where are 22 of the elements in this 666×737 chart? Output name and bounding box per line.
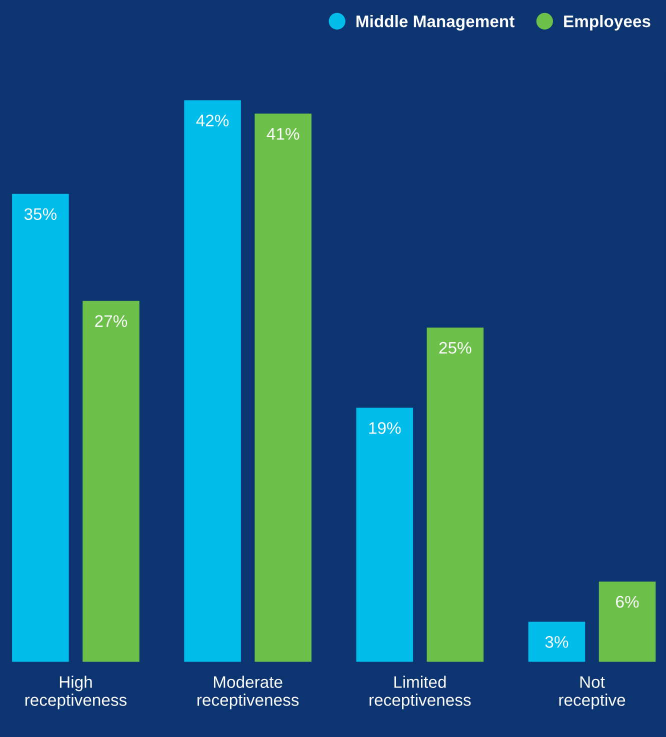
data-label: 25%	[439, 342, 472, 354]
bar	[254, 114, 312, 662]
x-tick-label: Not receptive	[559, 676, 626, 710]
x-tick-label: High receptiveness	[25, 676, 127, 710]
bar	[184, 100, 241, 662]
data-label: 35%	[24, 208, 57, 220]
data-label: 19%	[369, 422, 401, 434]
legend-label: Employees	[564, 15, 650, 31]
bar	[598, 582, 656, 662]
x-tick-label: Moderate receptiveness	[198, 676, 299, 710]
data-label: 27%	[95, 315, 128, 327]
data-label: 41%	[266, 128, 300, 140]
legend-label: Middle Management	[356, 15, 514, 31]
x-tick-label: Limited receptiveness	[370, 676, 471, 710]
bar	[356, 408, 414, 662]
bar	[82, 300, 140, 662]
data-label: 3%	[545, 636, 568, 648]
bar	[528, 622, 586, 662]
bar	[12, 194, 69, 662]
data-label: 42%	[196, 114, 229, 126]
bar	[426, 328, 484, 662]
data-label: 6%	[616, 596, 639, 608]
